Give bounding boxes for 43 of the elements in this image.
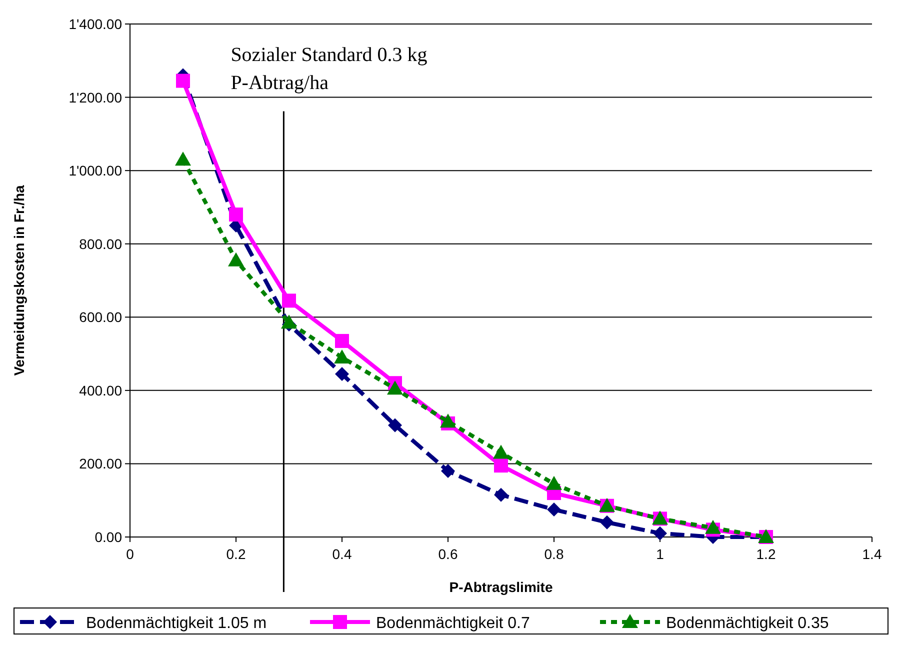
point [600, 515, 614, 530]
y-tick-label: 600.00 [79, 309, 122, 326]
point [494, 488, 508, 502]
point [335, 366, 349, 381]
point [228, 252, 244, 266]
x-tick-label: 0.6 [438, 546, 458, 562]
x-tick-label: 0.4 [332, 546, 352, 562]
y-tick-label: 0.00 [94, 529, 122, 545]
point [176, 74, 190, 88]
x-tick-label: 0.8 [544, 546, 564, 562]
legend-label: Bodenmächtigkeit 0.7 [376, 615, 530, 632]
point [441, 464, 455, 478]
point [388, 418, 402, 432]
x-tick-label: 1 [656, 546, 664, 562]
y-tick-label: 800.00 [79, 236, 122, 252]
y-axis-title: Vermeidungskosten in Fr./ha [11, 184, 27, 376]
point [175, 152, 191, 166]
y-tick-label: 1'200.00 [68, 89, 122, 106]
y-tick-label: 200.00 [79, 456, 122, 472]
point [705, 520, 721, 534]
point [281, 314, 297, 329]
legend-label: Bodenmächtigkeit 1.05 m [86, 615, 267, 632]
point [653, 526, 667, 540]
x-tick-label: 1.2 [756, 546, 776, 562]
y-tick-label: 1'400.00 [68, 16, 122, 32]
ref-line-label: Sozialer Standard 0.3 kg P-Abtrag/ha [230, 44, 428, 94]
point [546, 476, 562, 490]
y-tick-label: 400.00 [79, 382, 122, 398]
x-tick-label: 0 [126, 546, 134, 562]
point [229, 208, 243, 222]
point [334, 349, 350, 364]
x-axis-title: P-Abtragslimite [449, 579, 553, 595]
point [547, 502, 561, 517]
point [387, 380, 403, 395]
x-tick-label: 1.4 [862, 546, 882, 562]
point [282, 294, 296, 308]
x-tick-label: 0.2 [226, 546, 246, 562]
point [335, 334, 349, 348]
legend-label: Bodenmächtigkeit 0.35 [666, 615, 829, 632]
point [493, 444, 509, 459]
point [440, 414, 456, 428]
y-tick-label: 1'000.00 [68, 162, 122, 179]
point [494, 458, 508, 473]
